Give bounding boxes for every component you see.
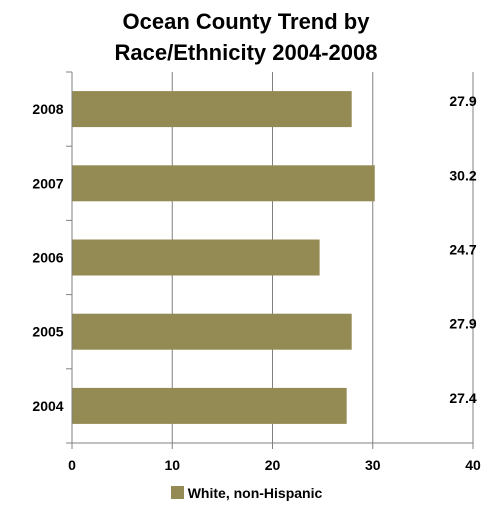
bar (72, 387, 347, 424)
x-tick-label: 0 (68, 457, 76, 473)
bars (72, 91, 375, 424)
x-tick-label: 30 (365, 457, 381, 473)
x-tick-labels: 0 10 20 30 40 (68, 457, 481, 473)
legend: White, non-Hispanic (0, 485, 493, 501)
y-tick-label: 2006 (32, 250, 63, 266)
axes (66, 71, 474, 449)
data-label: 24.7 (449, 242, 476, 258)
bar (72, 239, 320, 276)
chart-title-line-1: Ocean County Trend by (123, 9, 371, 34)
data-label: 27.9 (449, 93, 476, 109)
legend-label: White, non-Hispanic (187, 485, 323, 501)
y-tick-label: 2007 (32, 175, 63, 191)
x-tick-label: 10 (164, 457, 180, 473)
x-tick-label: 40 (465, 457, 481, 473)
chart-title-line-2: Race/Ethnicity 2004-2008 (115, 40, 378, 65)
data-label: 30.2 (449, 167, 476, 183)
bar (72, 91, 352, 128)
bar (72, 313, 352, 350)
x-tick-label: 20 (265, 457, 281, 473)
y-tick-label: 2005 (32, 324, 63, 340)
data-labels: 27.9 30.2 24.7 27.9 27.4 (449, 93, 476, 406)
y-tick-label: 2004 (32, 398, 63, 414)
data-label: 27.9 (449, 316, 476, 332)
bar (72, 165, 375, 202)
legend-swatch (170, 486, 184, 499)
y-tick-labels: 2008 2007 2006 2005 2004 (32, 101, 63, 414)
data-label: 27.4 (449, 390, 476, 406)
y-tick-label: 2008 (32, 101, 63, 117)
